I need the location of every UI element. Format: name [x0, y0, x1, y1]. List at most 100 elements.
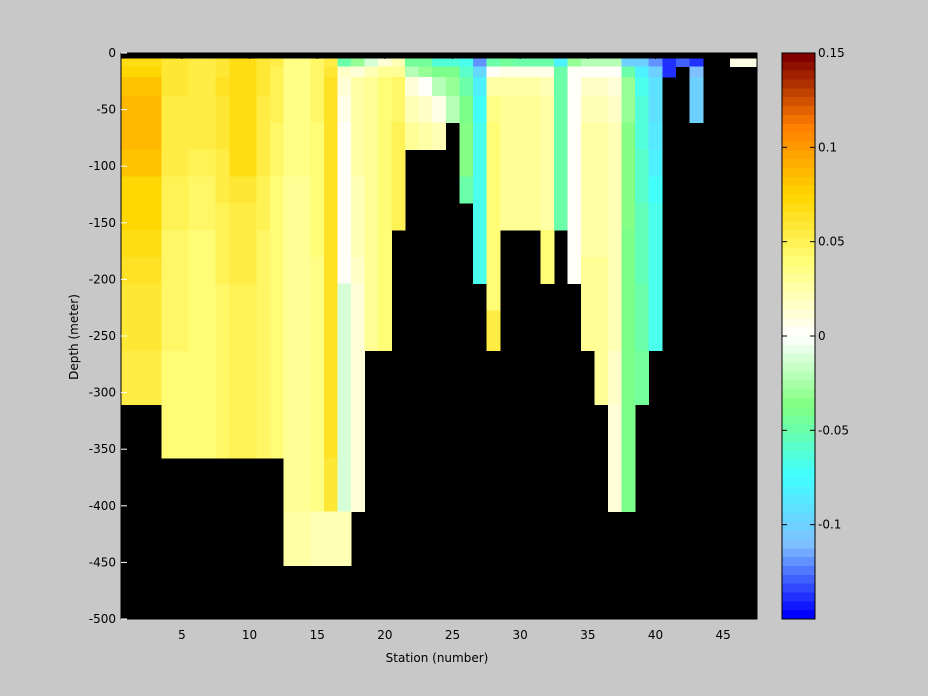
heatmap-cell: [472, 149, 487, 177]
heatmap-cell: [486, 149, 501, 177]
colorbar-swatch: [782, 371, 815, 381]
heatmap-cell: [121, 203, 135, 231]
heatmap-cell: [635, 203, 650, 231]
heatmap-cell: [121, 58, 135, 67]
heatmap-cell: [215, 350, 230, 405]
heatmap-cell: [310, 256, 325, 285]
heatmap-cell: [567, 149, 582, 177]
colorbar-swatch: [782, 521, 815, 531]
heatmap-cell: [269, 230, 284, 258]
y-tick-label: -300: [89, 386, 116, 400]
heatmap-cell: [148, 350, 162, 405]
heatmap-cell: [459, 95, 474, 124]
heatmap-cell: [161, 404, 176, 459]
heatmap-cell: [608, 256, 623, 285]
heatmap-cell: [242, 176, 257, 204]
heatmap-cell: [310, 458, 325, 513]
heatmap-cell: [554, 77, 568, 97]
heatmap-cell: [405, 122, 420, 150]
colorbar-swatch: [782, 477, 815, 487]
colorbar-swatch: [782, 486, 815, 496]
heatmap-cell: [351, 77, 365, 97]
heatmap-cell: [621, 66, 636, 78]
heatmap-cell: [175, 404, 190, 459]
heatmap-cell: [581, 310, 596, 352]
heatmap-cell: [662, 66, 677, 78]
colorbar-swatch: [782, 353, 815, 363]
heatmap-cell: [364, 310, 379, 352]
heatmap-cell: [161, 95, 176, 124]
heatmap-cell: [215, 404, 230, 459]
heatmap-cell: [148, 95, 162, 124]
heatmap-cell: [256, 77, 271, 97]
colorbar-swatch: [782, 610, 815, 620]
colorbar-swatch: [782, 212, 815, 222]
heatmap-cell: [567, 95, 582, 124]
heatmap-cell: [310, 203, 325, 231]
heatmap-cell: [499, 122, 514, 150]
x-tick-label: 15: [310, 628, 325, 642]
heatmap-cell: [256, 230, 271, 258]
heatmap-cell: [269, 350, 284, 405]
x-tick-label: 10: [242, 628, 257, 642]
heatmap-cell: [188, 66, 203, 78]
y-tick-label: -150: [89, 216, 116, 230]
heatmap-cell: [188, 176, 203, 204]
heatmap-cell: [134, 203, 149, 231]
heatmap-cell: [581, 58, 596, 67]
x-axis-ticks: 5 10 15 20 25 30 35 40 45: [178, 53, 731, 642]
heatmap-cell: [351, 458, 365, 513]
heatmap-cell: [215, 203, 230, 231]
heatmap-cell: [269, 256, 284, 285]
heatmap-cell: [175, 58, 190, 67]
heatmap-cell: [229, 149, 244, 177]
heatmap-cell: [310, 310, 325, 352]
heatmap-cell: [540, 95, 555, 124]
heatmap-cell: [242, 310, 257, 352]
heatmap-cell: [648, 149, 663, 177]
heatmap-cell: [242, 122, 257, 150]
heatmap-cell: [283, 66, 298, 78]
heatmap-cell: [121, 256, 135, 285]
heatmap-cell: [323, 203, 338, 231]
heatmap-cell: [378, 95, 393, 124]
heatmap-cell: [608, 310, 623, 352]
heatmap-cell: [486, 230, 501, 258]
colorbar-swatch: [782, 601, 815, 611]
heatmap-cell: [432, 122, 447, 150]
colorbar-swatch: [782, 114, 815, 125]
heatmap-cell: [134, 283, 149, 311]
colorbar-swatch: [782, 97, 815, 107]
heatmap-cell: [499, 77, 514, 97]
heatmap-cell: [621, 203, 636, 231]
heatmap-cell: [621, 404, 636, 459]
colorbar-tick-label: -0.1: [818, 518, 841, 532]
heatmap-cell: [351, 310, 365, 352]
heatmap-cell: [256, 149, 271, 177]
heatmap-cell: [554, 66, 568, 78]
heatmap-cell: [323, 149, 338, 177]
heatmap-cell: [229, 122, 244, 150]
heatmap-cell: [554, 203, 568, 231]
heatmap-cell: [608, 95, 623, 124]
heatmap-cell: [148, 176, 162, 204]
heatmap-cell: [256, 283, 271, 311]
heatmap-cell: [391, 122, 406, 150]
heatmap-cell: [648, 95, 663, 124]
colorbar-swatch: [782, 318, 815, 328]
heatmap-cell: [161, 256, 176, 285]
heatmap-cell: [432, 58, 447, 67]
heatmap-cell: [215, 95, 230, 124]
heatmap-cell: [215, 283, 230, 311]
heatmap-cell: [567, 66, 582, 78]
heatmap-cell: [283, 203, 298, 231]
heatmap-cell: [323, 230, 338, 258]
heatmap-cell: [554, 95, 568, 124]
heatmap-cell: [689, 95, 704, 124]
heatmap-cell: [269, 77, 284, 97]
heatmap-cell: [594, 122, 609, 150]
heatmap-cell: [635, 310, 650, 352]
colorbar-swatch: [782, 433, 815, 443]
heatmap-cell: [635, 350, 650, 405]
heatmap-cell: [499, 176, 514, 204]
